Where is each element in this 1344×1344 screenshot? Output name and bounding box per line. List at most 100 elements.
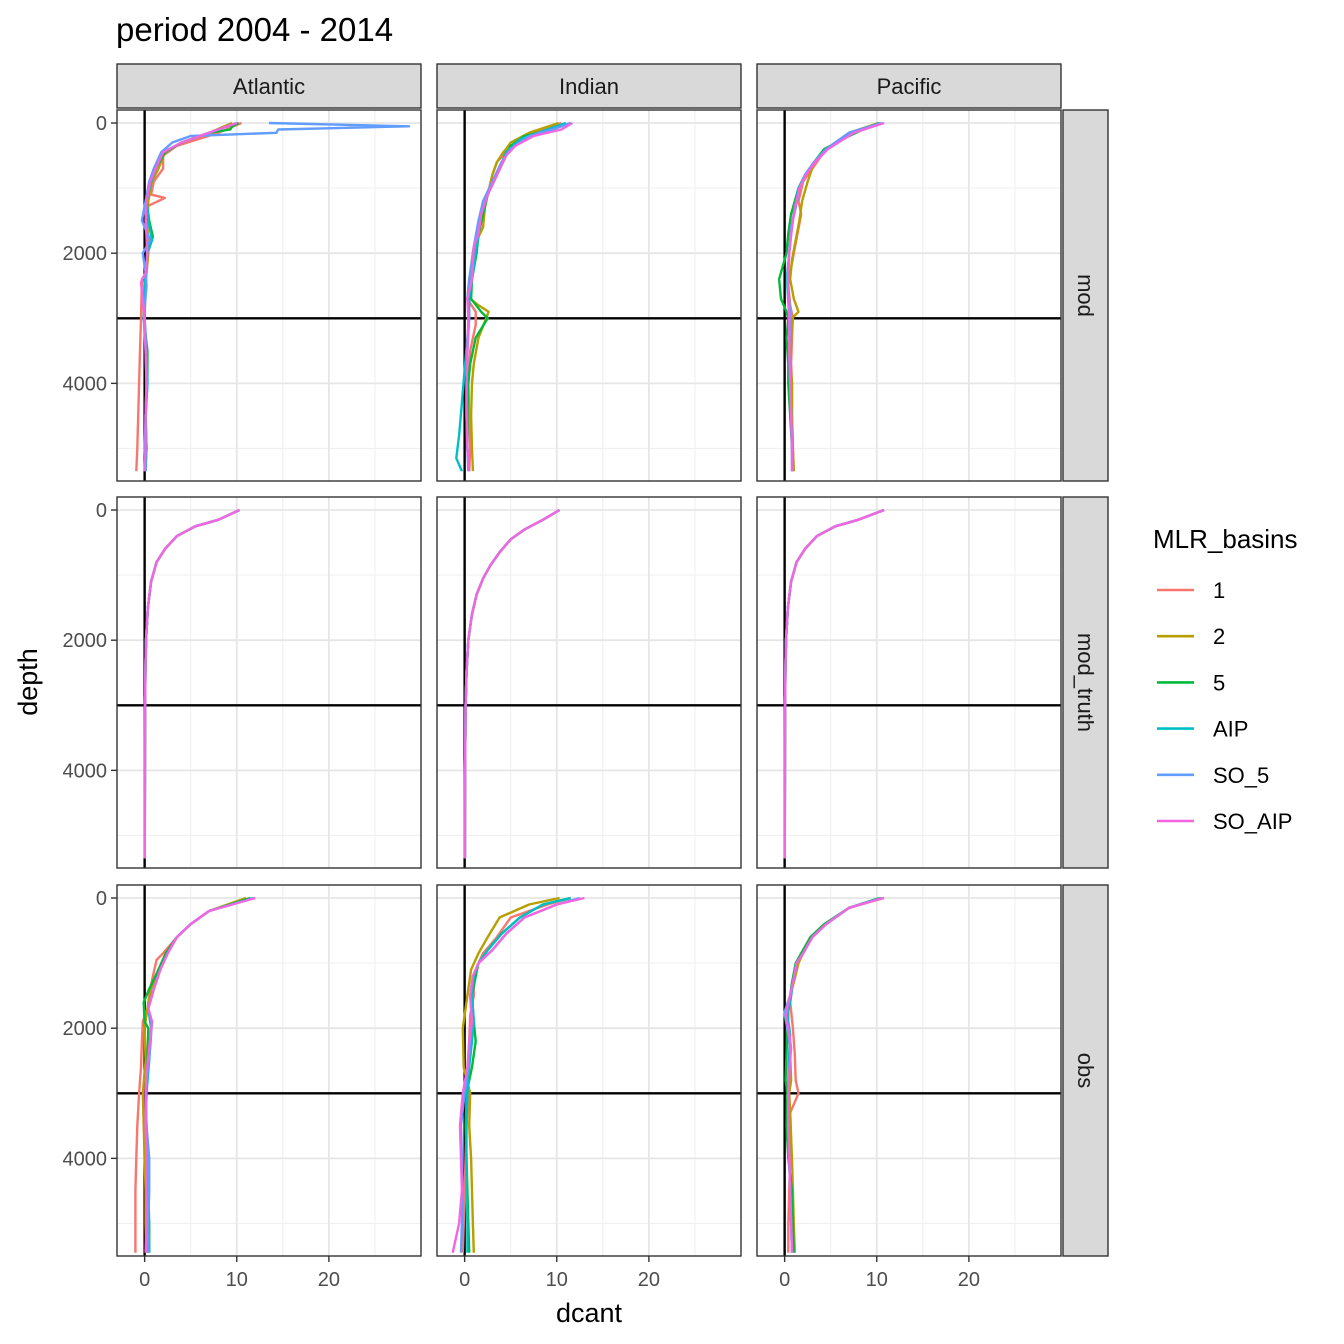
series-lines [777, 121, 885, 472]
reference-lines [757, 110, 1061, 481]
y-tick-label: 0 [96, 500, 107, 522]
x-tick-label: 20 [638, 1269, 660, 1291]
y-tick-label: 4000 [63, 760, 108, 782]
legend-label: 2 [1213, 624, 1225, 649]
series-line-2 [461, 896, 560, 1253]
series-line-so-aip [463, 508, 561, 859]
x-tick-label: 10 [866, 1269, 888, 1291]
legend-label: 5 [1213, 670, 1225, 695]
x-tick-label: 20 [958, 1269, 980, 1291]
strip-background [116, 63, 422, 109]
facet-panels [116, 109, 1062, 1257]
legend-items: 1 2 5 AIP SO_5 SO_AIP [1157, 578, 1292, 834]
series-line-1 [461, 896, 571, 1253]
panel-mod-pacific [756, 109, 1062, 482]
y-tick-label: 4000 [63, 373, 108, 395]
legend-item-aip: AIP [1157, 717, 1248, 742]
y-tick-label: 0 [96, 113, 107, 135]
strip-label: mod [1073, 274, 1098, 317]
panel-obs-pacific [756, 884, 1062, 1257]
panel-border [756, 884, 1062, 1257]
series-line-so-aip [465, 121, 574, 472]
series-line-so-aip [144, 896, 256, 1253]
series-line-so-aip [143, 508, 241, 859]
series-line-so-aip [784, 896, 884, 1253]
legend-item-so-5: SO_5 [1157, 763, 1269, 788]
panel-border [436, 109, 742, 482]
panel-background [117, 497, 421, 868]
series-lines [143, 508, 241, 859]
strip-background [1062, 884, 1109, 1257]
strip-atlantic: Atlantic [116, 63, 422, 109]
panel-border [436, 884, 742, 1257]
legend-label: SO_AIP [1213, 809, 1292, 834]
legend-item-so-aip: SO_AIP [1157, 809, 1292, 834]
strip-background [1062, 496, 1109, 869]
series-line-so-aip [139, 121, 238, 472]
y-tick-label: 4000 [63, 1148, 108, 1170]
panel-mod-atlantic [116, 109, 422, 482]
strip-label: Atlantic [233, 74, 305, 99]
series-lines [455, 121, 574, 472]
x-axis-title: dcant [556, 1298, 623, 1328]
legend-label: 1 [1213, 578, 1225, 603]
panel-background [437, 110, 741, 481]
legend-item-5: 5 [1157, 670, 1225, 695]
chart-title: period 2004 - 2014 [116, 11, 393, 48]
reference-lines [757, 885, 1061, 1256]
series-lines [463, 508, 561, 859]
strip-label: obs [1073, 1053, 1098, 1088]
series-lines [134, 896, 256, 1253]
legend: MLR_basins 1 2 5 AIP SO_5 SO_AIP [1153, 524, 1298, 834]
series-line-so-aip [451, 896, 585, 1253]
series-lines [135, 121, 411, 472]
strip-label: mod_truth [1073, 633, 1098, 732]
x-tick-label: 20 [318, 1269, 340, 1291]
y-axis-title: depth [13, 648, 43, 716]
panel-mod-indian [436, 109, 742, 482]
series-lines [783, 508, 885, 859]
strip-label: Pacific [877, 74, 942, 99]
panel-mod_truth-pacific [756, 496, 1062, 869]
y-tick-label: 2000 [63, 1018, 108, 1040]
panel-obs-atlantic [116, 884, 422, 1257]
x-tick-label: 10 [226, 1269, 248, 1291]
strip-label: Indian [559, 74, 619, 99]
y-tick-label: 2000 [63, 630, 108, 652]
series-lines [451, 896, 585, 1253]
legend-item-2: 2 [1157, 624, 1225, 649]
panel-mod_truth-indian [436, 496, 742, 869]
series-line-aip [465, 896, 571, 1253]
panel-border [116, 884, 422, 1257]
panel-border [436, 496, 742, 869]
panel-border [756, 109, 1062, 482]
x-tick-label: 10 [546, 1269, 568, 1291]
legend-label: SO_5 [1213, 763, 1269, 788]
strip-mod: mod [1062, 109, 1109, 482]
strip-background [436, 63, 742, 109]
series-line-so-aip [787, 121, 885, 472]
strip-indian: Indian [436, 63, 742, 109]
strip-background [1062, 109, 1109, 482]
strip-obs: obs [1062, 884, 1109, 1257]
legend-title: MLR_basins [1153, 524, 1298, 554]
panel-background [757, 497, 1061, 868]
panel-border [116, 496, 422, 869]
panel-obs-indian [436, 884, 742, 1257]
y-tick-label: 0 [96, 888, 107, 910]
series-line-so-aip [783, 508, 885, 859]
panel-mod_truth-atlantic [116, 496, 422, 869]
legend-item-1: 1 [1157, 578, 1225, 603]
strip-pacific: Pacific [756, 63, 1062, 109]
panel-background [437, 497, 741, 868]
x-tick-label: 0 [139, 1269, 150, 1291]
x-tick-label: 0 [779, 1269, 790, 1291]
y-tick-label: 2000 [63, 243, 108, 265]
panel-background [117, 110, 421, 481]
x-tick-label: 0 [459, 1269, 470, 1291]
strip-background [756, 63, 1062, 109]
series-lines [783, 896, 885, 1253]
legend-label: AIP [1213, 717, 1248, 742]
